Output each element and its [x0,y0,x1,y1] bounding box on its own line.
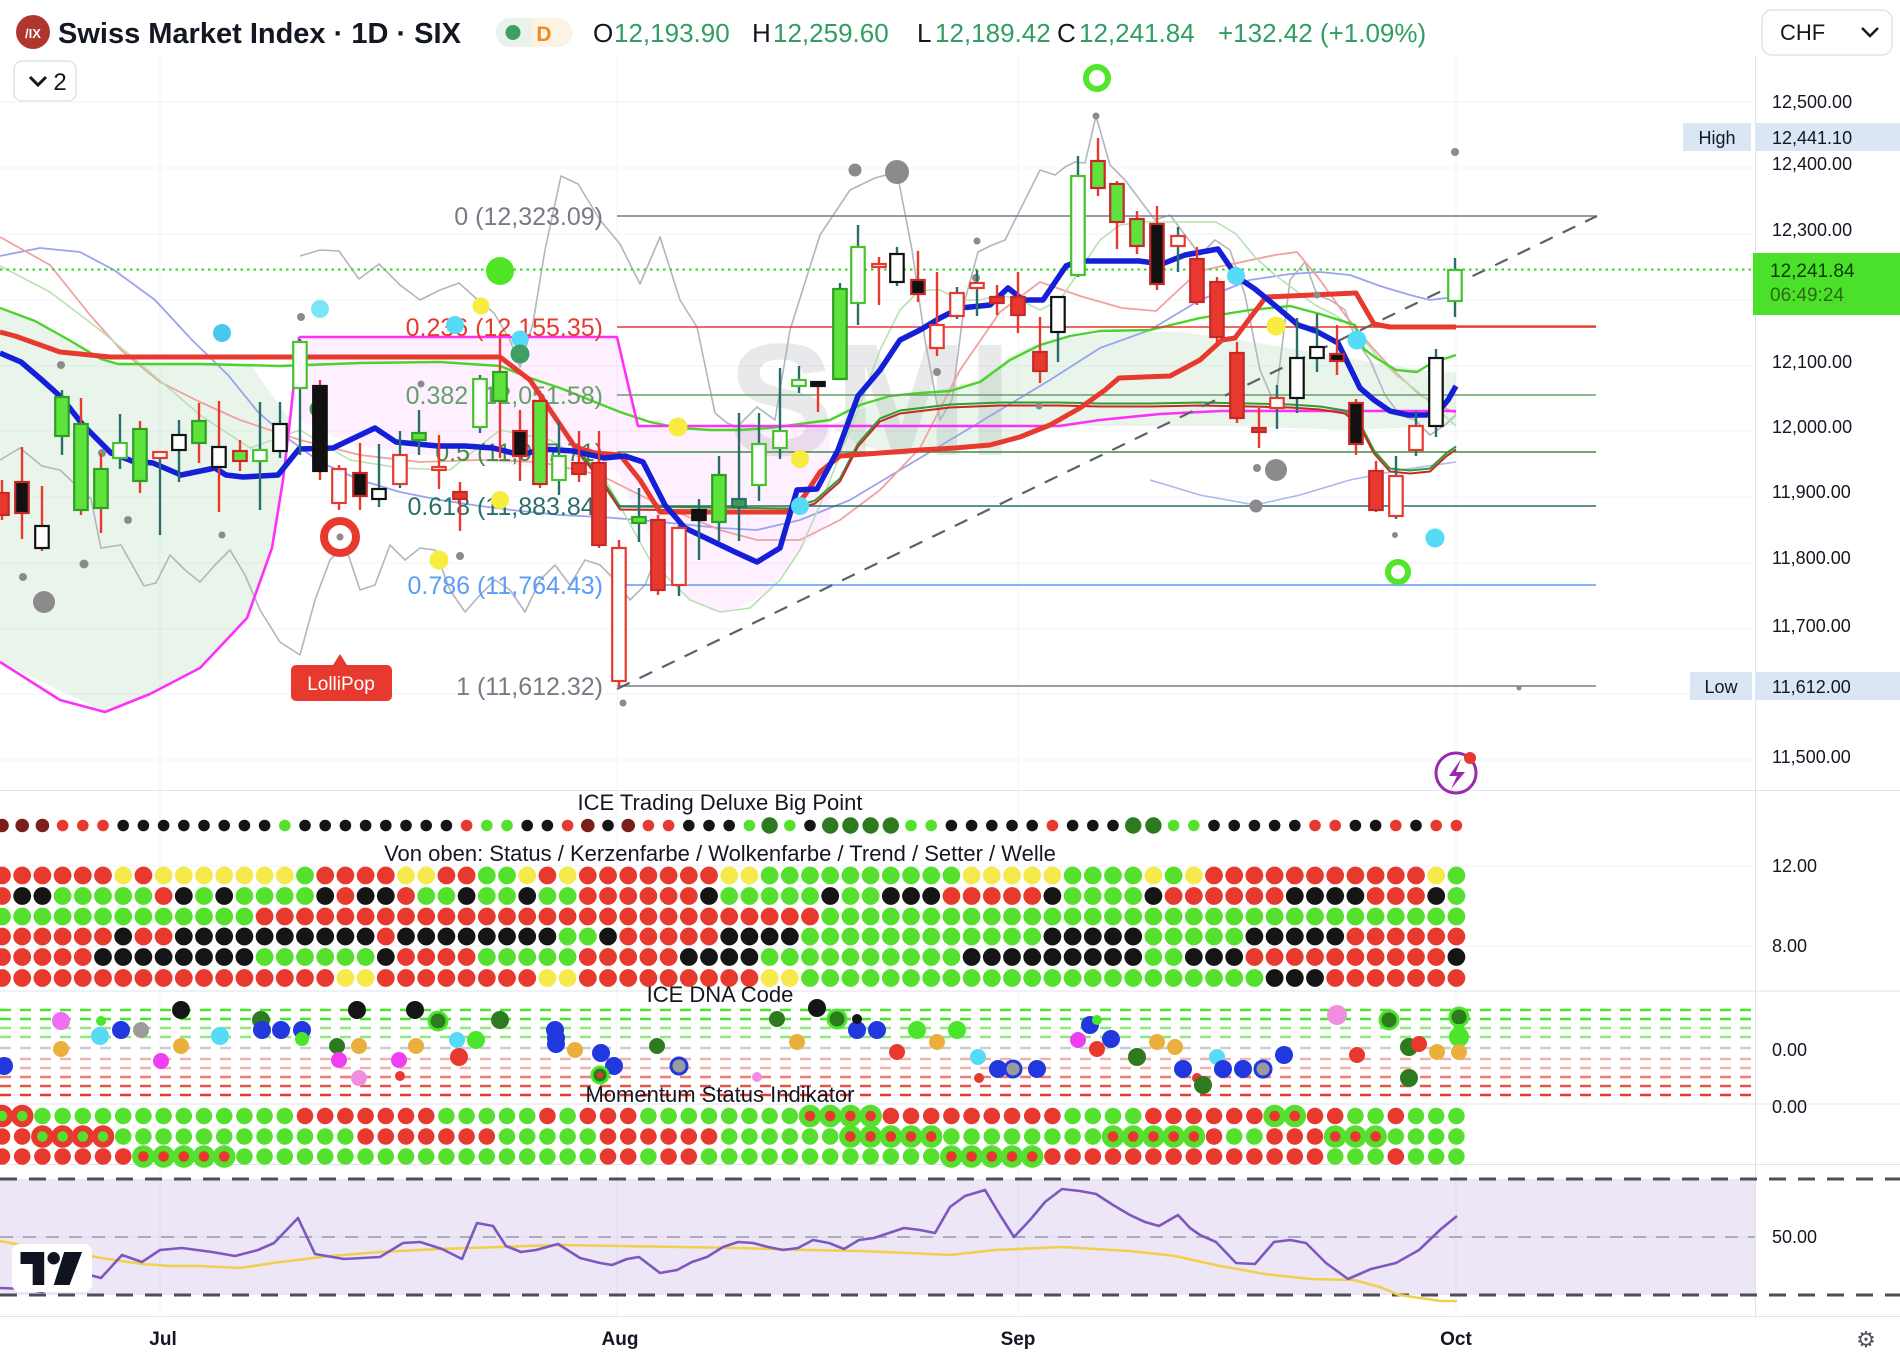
svg-text:8.00: 8.00 [1772,936,1807,956]
svg-text:Aug: Aug [602,1329,639,1350]
svg-text:11,700.00: 11,700.00 [1772,616,1851,636]
svg-text:11,612.00: 11,612.00 [1772,677,1851,697]
svg-text:2: 2 [53,69,66,96]
svg-text:1 (11,612.32): 1 (11,612.32) [456,673,603,701]
svg-text:12.00: 12.00 [1772,856,1817,876]
svg-text:12,400.00: 12,400.00 [1772,154,1852,174]
svg-text:H: H [752,18,771,48]
svg-text:0.00: 0.00 [1772,1097,1807,1117]
svg-text:12,259.60: 12,259.60 [773,18,889,48]
svg-text:C: C [1057,18,1076,48]
svg-text:CHF: CHF [1780,20,1825,45]
svg-text:11,800.00: 11,800.00 [1772,548,1851,568]
svg-text:Sep: Sep [1001,1329,1036,1350]
svg-text:+132.42 (+1.09%): +132.42 (+1.09%) [1218,18,1426,48]
svg-text:50.00: 50.00 [1772,1227,1817,1247]
svg-text:0.00: 0.00 [1772,1040,1807,1060]
svg-text:ICE DNA Code: ICE DNA Code [647,982,794,1007]
svg-text:0 (12,323.09): 0 (12,323.09) [454,203,603,231]
svg-text:12,000.00: 12,000.00 [1772,417,1852,437]
svg-text:SMI: SMI [728,310,1012,489]
svg-text:Oct: Oct [1440,1329,1472,1350]
svg-text:Low: Low [1704,677,1738,697]
svg-text:12,441.10: 12,441.10 [1772,128,1852,148]
svg-text:⚙: ⚙ [1856,1327,1876,1352]
svg-text:12,241.84: 12,241.84 [1079,18,1195,48]
svg-text:L: L [917,18,931,48]
svg-text:12,100.00: 12,100.00 [1772,352,1852,372]
svg-text:Swiss Market Index · 1D · SIX: Swiss Market Index · 1D · SIX [58,18,462,50]
svg-text:12,241.84: 12,241.84 [1770,261,1855,282]
svg-text:0.236 (12,155.35): 0.236 (12,155.35) [406,314,603,342]
svg-text:O: O [593,18,613,48]
svg-text:12,193.90: 12,193.90 [614,18,730,48]
svg-text:Momentum Status Indikator: Momentum Status Indikator [585,1082,854,1107]
svg-text:0.786 (11,764.43): 0.786 (11,764.43) [407,572,603,600]
svg-text:06:49:24: 06:49:24 [1770,285,1844,306]
svg-text:LolliPop: LolliPop [307,674,375,695]
svg-text:12,500.00: 12,500.00 [1772,92,1852,112]
svg-text:12,300.00: 12,300.00 [1772,220,1852,240]
svg-text:/IX: /IX [25,26,41,41]
svg-text:D: D [536,23,551,46]
svg-text:12,189.42: 12,189.42 [935,18,1051,48]
svg-text:11,900.00: 11,900.00 [1772,482,1851,502]
svg-text:11,500.00: 11,500.00 [1772,747,1851,767]
svg-text:ICE Trading Deluxe Big Point: ICE Trading Deluxe Big Point [578,790,863,815]
svg-text:Jul: Jul [149,1329,176,1350]
svg-text:Von oben: Status / Kerzenfarbe: Von oben: Status / Kerzenfarbe / Wolkenf… [384,841,1056,866]
svg-text:High: High [1698,128,1735,148]
